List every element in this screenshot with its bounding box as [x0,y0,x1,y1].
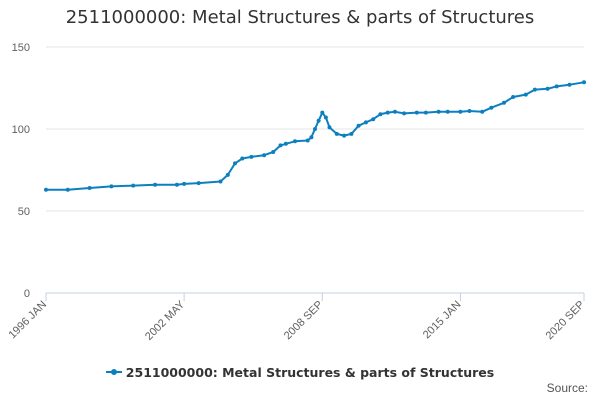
data-point [293,139,297,144]
data-point [44,187,48,192]
data-point [523,92,528,97]
data-point [313,127,317,131]
data-point [249,154,254,159]
chart-title: 2511000000: Metal Structures & parts of … [65,7,535,28]
series-line [46,81,585,191]
data-point [378,112,383,117]
data-point [323,115,328,120]
data-point [240,156,245,161]
legend-marker-icon [105,366,122,378]
data-point [87,186,92,190]
x-tick-label: 2015 JAN [421,299,464,342]
data-point [489,105,494,110]
x-tick-label: 2002 MAY [143,298,188,343]
x-tick-label: 2020 SEP [544,299,588,343]
data-point [262,153,267,158]
data-point [554,84,559,89]
data-point [283,141,288,146]
data-point [511,95,516,99]
data-point [363,120,368,125]
data-point [271,150,276,154]
data-point [393,109,397,114]
y-tick-label: 0 [24,288,30,300]
data-point [334,131,339,136]
data-point [445,109,450,114]
y-tick-label: 50 [18,206,30,218]
y-axis: 0 50 100 150 [12,42,30,300]
data-point [153,182,158,187]
data-point [423,110,428,115]
data-point [233,161,237,166]
data-point [414,110,419,115]
x-axis: 1996 JAN 2002 MAY 2008 SEP 2015 JAN 2020 SEP [6,292,588,343]
data-point [316,118,321,123]
data-point [467,109,472,113]
data-point [305,138,310,143]
data-point [109,184,114,189]
data-point [371,117,376,122]
data-point [545,86,550,91]
data-point [532,87,537,92]
data-point [196,181,201,186]
data-point [582,80,586,85]
data-point [309,135,314,140]
data-point [342,133,347,138]
data-point [385,110,390,115]
series-layer [44,80,586,192]
data-point [567,82,572,87]
data-point [218,179,223,184]
legend-label: 2511000000: Metal Structures & parts of … [125,365,495,380]
data-point [320,110,325,115]
data-point [278,143,283,148]
data-point [402,111,407,116]
data-point [458,109,463,114]
y-tick-label: 100 [12,124,30,136]
x-tick-label: 2008 SEP [282,299,326,343]
data-point [356,123,361,128]
data-point [436,109,441,114]
data-point [65,187,70,192]
data-point [174,182,179,187]
data-point [349,131,354,136]
x-tick-label: 1996 JAN [6,299,49,342]
data-point [480,109,485,114]
source-label: Source: [546,381,588,395]
data-point [327,125,332,130]
data-point [502,100,506,105]
legend[interactable]: 2511000000: Metal Structures & parts of … [0,365,600,380]
y-tick-label: 150 [12,42,30,54]
data-point [131,183,136,188]
data-point [182,181,187,186]
data-point [225,172,230,177]
